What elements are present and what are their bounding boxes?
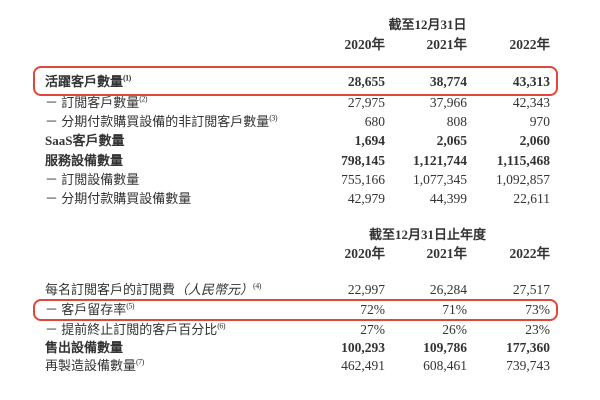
footnote-marker: (6) [217, 321, 226, 331]
year-col-header-2022: 2022年 [509, 37, 551, 52]
footnote-marker: (5) [126, 301, 135, 311]
row-saas-customers: SaaS客戶數量 1,694 2,065 2,060 [0, 131, 600, 151]
row-label: 再製造設備數量(7) [45, 357, 144, 373]
value-2022: 43,313 [512, 74, 550, 89]
row-label: 每名訂閲客戶的訂閲費（人民幣元）(4) [45, 281, 261, 297]
value-2021: 26,284 [429, 282, 467, 297]
row-label: － 分期付款購買設備數量 [45, 191, 192, 206]
row-label: － 分期付款購買設備的非訂閲客戶數量(3) [45, 113, 278, 129]
year-header-row-section1: 2020年 2021年 2022年 [0, 35, 600, 55]
year-col-header-2021: 2021年 [426, 37, 468, 52]
row-label: － 訂閲客戶數量(2) [45, 94, 148, 110]
value-2020: 22,997 [347, 282, 385, 297]
row-customer-retention-rate: － 客戶留存率(5) 72% 71% 73% [0, 300, 600, 320]
row-active-customers: 活躍客戶數量(1) 28,655 38,774 43,313 [0, 72, 600, 92]
value-2022: 739,743 [506, 358, 550, 373]
value-2022: 1,115,468 [496, 153, 550, 168]
row-early-termination-percentage: － 提前終止訂閲的客戶百分比(6) 27% 26% 23% [0, 320, 600, 340]
value-2022: 2,060 [519, 133, 550, 148]
year-col-header-2021: 2021年 [426, 246, 468, 261]
value-2022: 970 [529, 114, 550, 129]
value-2020: 27,975 [347, 95, 385, 110]
value-2020: 798,145 [341, 153, 385, 168]
value-2021: 37,966 [429, 95, 467, 110]
year-header-row-section2: 2020年 2021年 2022年 [0, 244, 600, 264]
value-2020: 755,166 [341, 172, 385, 187]
value-2020: 27% [360, 322, 385, 337]
footnote-marker: (4) [253, 281, 261, 291]
period-header-section2: 截至12月31日止年度 [368, 227, 486, 242]
row-installment-equipment: － 分期付款購買設備數量 42,979 44,399 22,611 [0, 189, 600, 209]
value-2021: 109,786 [423, 340, 467, 355]
row-label: SaaS客戶數量 [45, 133, 125, 148]
value-2021: 608,461 [423, 358, 467, 373]
row-subscription-equipment: － 訂閲設備數量 755,166 1,077,345 1,092,857 [0, 170, 600, 190]
value-2021: 2,065 [436, 133, 467, 148]
value-2022: 42,343 [512, 95, 550, 110]
footnote-marker: (3) [269, 113, 278, 123]
value-2021: 1,121,744 [413, 153, 467, 168]
row-subscription-fee-per-customer: 每名訂閲客戶的訂閲費（人民幣元）(4) 22,997 26,284 27,517 [0, 280, 600, 300]
value-2021: 26% [442, 322, 467, 337]
year-col-header-2020: 2020年 [344, 246, 386, 261]
value-2022: 177,360 [506, 340, 550, 355]
footnote-marker: (2) [139, 94, 148, 104]
value-2022: 27,517 [512, 282, 550, 297]
value-2021: 38,774 [429, 74, 467, 89]
value-2022: 1,092,857 [496, 172, 550, 187]
year-col-header-2022: 2022年 [509, 246, 551, 261]
value-2020: 28,655 [347, 74, 385, 89]
row-label: － 訂閲設備數量 [45, 172, 140, 187]
row-label: 售出設備數量 [45, 340, 124, 355]
footnote-marker: (7) [136, 357, 144, 367]
value-2022: 22,611 [513, 191, 550, 206]
row-label: － 提前終止訂閲的客戶百分比(6) [45, 321, 226, 337]
value-2022: 73% [525, 302, 550, 317]
value-2021: 808 [446, 114, 467, 129]
row-subscription-customers: － 訂閲客戶數量(2) 27,975 37,966 42,343 [0, 93, 600, 113]
row-remanufactured-equipment: 再製造設備數量(7) 462,491 608,461 739,743 [0, 356, 600, 376]
value-2020: 42,979 [347, 191, 385, 206]
value-2020: 680 [364, 114, 385, 129]
row-service-equipment: 服務設備數量 798,145 1,121,744 1,115,468 [0, 151, 600, 171]
row-label: 活躍客戶數量(1) [45, 73, 131, 89]
value-2020: 462,491 [341, 358, 385, 373]
period-header-section1: 截至12月31日 [388, 17, 467, 32]
year-col-header-2020: 2020年 [344, 37, 386, 52]
value-2020: 1,694 [354, 133, 385, 148]
value-2020: 72% [360, 302, 385, 317]
value-2021: 71% [442, 302, 467, 317]
row-label: － 客戶留存率(5) [45, 301, 135, 317]
value-2021: 1,077,345 [413, 172, 467, 187]
row-equipment-sold: 售出設備數量 100,293 109,786 177,360 [0, 338, 600, 358]
value-2021: 44,399 [429, 191, 467, 206]
row-non-subscription-installment-customers: － 分期付款購買設備的非訂閲客戶數量(3) 680 808 970 [0, 112, 600, 132]
label-italic-unit: （人民幣元） [175, 282, 254, 297]
footnote-marker: (1) [123, 73, 131, 83]
row-label: 服務設備數量 [45, 153, 124, 168]
value-2022: 23% [525, 322, 550, 337]
value-2020: 100,293 [341, 340, 385, 355]
